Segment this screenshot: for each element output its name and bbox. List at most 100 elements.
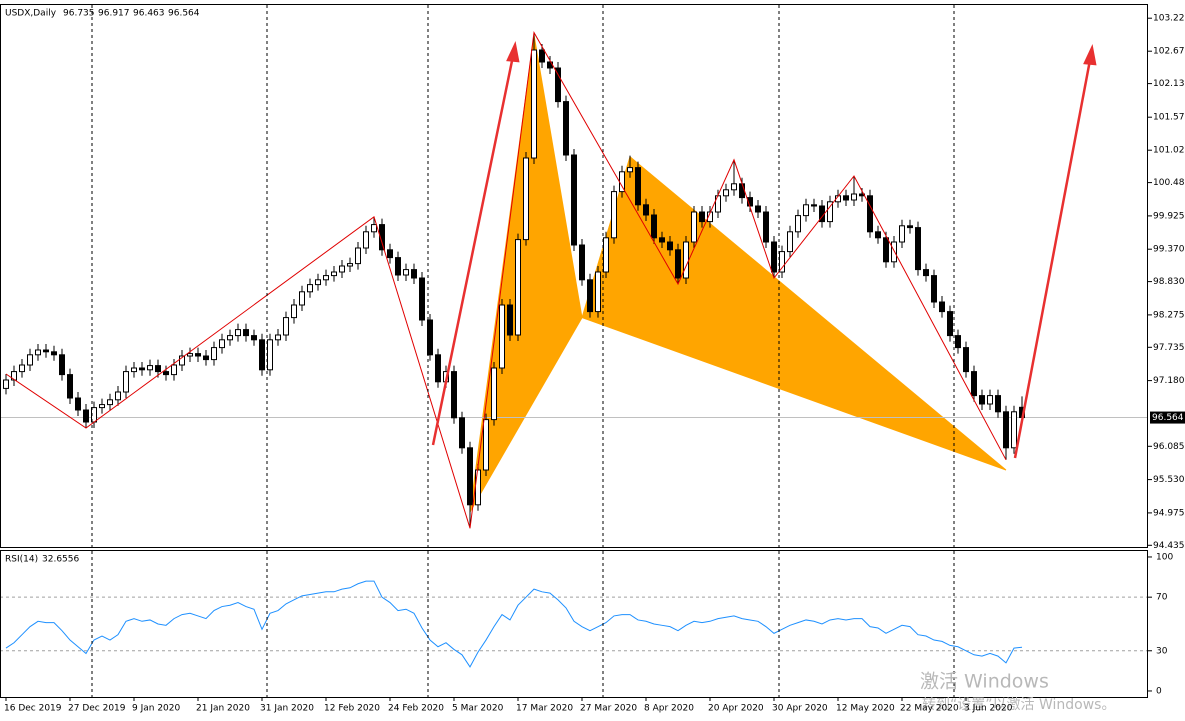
candle-body <box>99 404 105 409</box>
watermark-subtitle: 转到“设置”以激活 Windows。 <box>922 696 1115 713</box>
y-tick-label: 96.085 <box>1153 442 1185 452</box>
candle-body <box>139 367 145 371</box>
candle-body <box>867 195 873 233</box>
y-tick-label: 97.735 <box>1153 343 1185 353</box>
y-tick-label: 98.830 <box>1153 277 1185 287</box>
x-tick-label: 22 May 2020 <box>900 704 959 714</box>
candle-body <box>955 335 961 349</box>
ohlc-high: 96.917 <box>98 9 130 19</box>
candle-body <box>83 409 89 423</box>
candle-body <box>259 339 265 371</box>
separators <box>91 5 955 697</box>
candle-body <box>611 191 617 239</box>
candle-body <box>107 399 113 406</box>
candle-body <box>235 329 241 337</box>
y-tick-label: 0 <box>1156 686 1162 696</box>
candle-body <box>499 304 505 369</box>
arrow-head <box>1083 43 1097 66</box>
candle-body <box>907 225 913 229</box>
arrow-head <box>506 40 520 63</box>
candle-body <box>291 304 297 319</box>
y-tick-label: 98.275 <box>1153 310 1185 320</box>
y-tick-label: 97.180 <box>1153 376 1185 386</box>
candle-body <box>19 364 25 373</box>
candle-body <box>755 205 761 213</box>
candle-body <box>3 379 9 389</box>
y-tick-label: 70 <box>1156 593 1168 603</box>
candle-body <box>571 154 577 246</box>
candle-body <box>299 291 305 306</box>
zigzag <box>5 31 1007 529</box>
candle-body <box>851 193 857 201</box>
candle-body <box>723 189 729 197</box>
candle-body <box>347 263 353 267</box>
current-price-label: 96.564 <box>1152 413 1184 423</box>
candle-body <box>931 275 937 303</box>
candle-body <box>35 349 41 356</box>
candle-body <box>403 269 409 276</box>
candle-body <box>435 354 441 383</box>
candle-body <box>339 265 345 273</box>
candle-body <box>459 417 465 449</box>
ohlc-close: 96.564 <box>168 9 200 19</box>
rsi-value: 32.6556 <box>42 555 79 565</box>
candle-body <box>827 201 833 223</box>
candle-body <box>371 224 377 233</box>
y-tick-label: 94.435 <box>1153 541 1185 551</box>
candle-body <box>51 351 57 356</box>
candle-body <box>1003 411 1009 449</box>
candle-body <box>163 371 169 376</box>
candle-body <box>643 204 649 216</box>
x-tick-label: 3 Jun 2020 <box>964 704 1013 714</box>
candle-body <box>275 334 281 341</box>
candle-body <box>355 247 361 265</box>
candle-body <box>731 183 737 191</box>
candle-body <box>947 311 953 337</box>
x-tick-label: 24 Feb 2020 <box>388 704 444 714</box>
x-tick-label: 30 Apr 2020 <box>772 704 828 714</box>
candle-body <box>179 355 185 366</box>
y-tick-label: 101.02 <box>1153 146 1185 156</box>
candle-body <box>843 195 849 201</box>
candle-body <box>883 237 889 263</box>
candle-body <box>195 353 201 357</box>
candle-body <box>651 214 657 239</box>
candle-body <box>507 304 513 336</box>
rsi-line <box>5 580 1023 668</box>
candle-body <box>539 49 545 63</box>
candle-body <box>467 447 473 506</box>
candle-body <box>987 395 993 405</box>
candle-body <box>939 301 945 313</box>
candle-body <box>123 371 129 393</box>
x-tick-label: 20 Apr 2020 <box>708 704 764 714</box>
x-tick-label: 27 Mar 2020 <box>580 704 637 714</box>
candle-body <box>523 157 529 241</box>
candle-body <box>475 469 481 506</box>
y-tick-label: 100 <box>1156 552 1173 562</box>
harmonic-pattern <box>469 34 583 513</box>
x-tick-label: 12 May 2020 <box>836 704 895 714</box>
candle-body <box>267 339 273 371</box>
price-label-bg <box>1150 411 1185 424</box>
candle-body <box>563 101 569 156</box>
candle-body <box>771 241 777 273</box>
candle-body <box>187 353 193 357</box>
candle-body <box>227 335 233 341</box>
candle-body <box>307 284 313 293</box>
candle-body <box>971 371 977 397</box>
candle-body <box>323 275 329 281</box>
rsi-title: RSI(14) <box>5 555 38 565</box>
y-tick-label: 30 <box>1156 646 1168 656</box>
y-tick-label: 99.370 <box>1153 245 1185 255</box>
candle-body <box>763 211 769 243</box>
y-tick-label: 103.22 <box>1153 14 1185 24</box>
candle-body <box>875 231 881 239</box>
candle-body <box>891 241 897 263</box>
candle-body <box>811 204 817 207</box>
candle-body <box>779 251 785 273</box>
candle-body <box>219 339 225 349</box>
x-tick-label: 9 Jan 2020 <box>132 704 180 714</box>
candle-body <box>531 49 537 159</box>
candle-body <box>787 231 793 253</box>
